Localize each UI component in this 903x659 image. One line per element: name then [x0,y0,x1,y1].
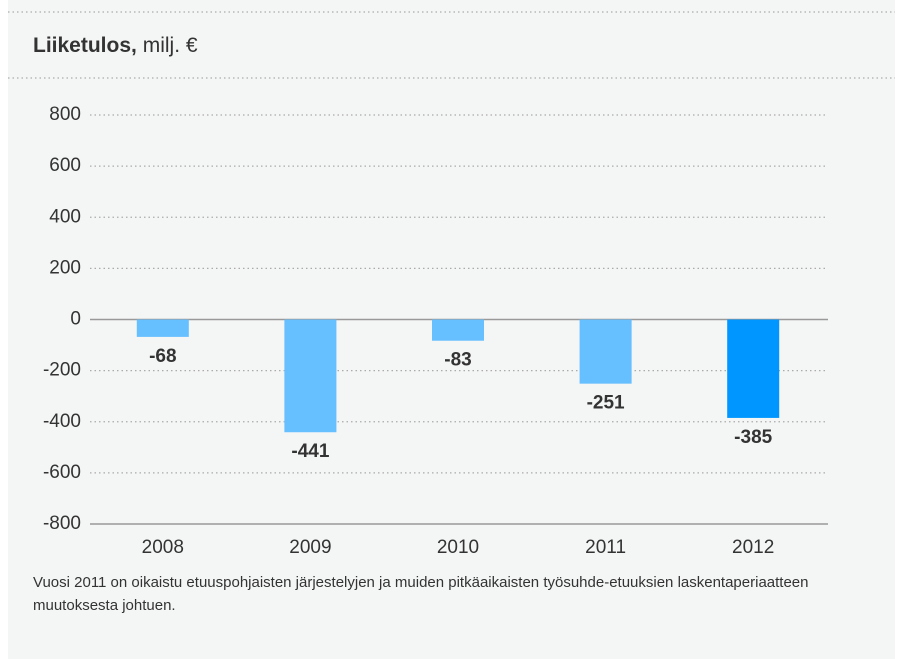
subtitle: milj. € [143,34,198,57]
y-tick-label: -600 [43,462,81,483]
y-tick-label: 600 [49,155,81,176]
value-label: -251 [587,393,625,414]
value-label: -68 [149,346,176,367]
y-tick-label: 200 [49,257,81,278]
footnote: Vuosi 2011 on oikaistu etuuspohjaisten j… [33,574,809,614]
chart-title: Liiketulos, milj. € [33,34,198,57]
chart: Liiketulos, milj. € -800 -600 -400 -200 0 200… [8,11,895,558]
value-label: -83 [444,350,471,371]
bar [136,319,189,337]
y-tick-label: -200 [43,360,81,381]
x-tick-label: 2010 [437,537,479,558]
bar [432,319,484,341]
y-tick-label: -800 [43,513,81,534]
bar [727,319,780,418]
bar [579,319,632,384]
title: Liiketulos, [33,34,137,57]
bar [284,319,337,433]
value-label: -441 [291,441,329,462]
value-label: -385 [734,427,772,448]
y-tick-label: 400 [49,206,81,227]
x-tick-label: 2008 [142,537,184,558]
y-tick-label: -400 [43,411,81,432]
y-tick-label: 0 [70,309,81,330]
x-tick-label: 2009 [289,537,331,558]
x-tick-label: 2012 [732,537,774,558]
y-tick-label: 800 [49,104,81,125]
x-tick-label: 2011 [585,537,626,558]
